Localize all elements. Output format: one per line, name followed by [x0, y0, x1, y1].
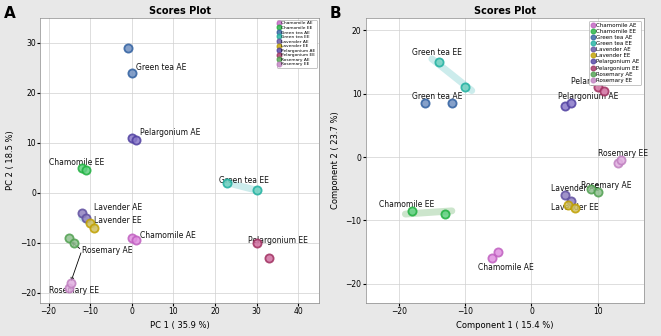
Point	[264, 255, 274, 260]
X-axis label: Component 1 ( 15.4 %): Component 1 ( 15.4 %)	[456, 322, 554, 330]
Point	[64, 285, 75, 290]
Text: Rosemary EE: Rosemary EE	[49, 286, 98, 295]
Title: Scores Plot: Scores Plot	[474, 6, 536, 15]
Text: Green tea AE: Green tea AE	[136, 63, 186, 72]
Point	[599, 88, 609, 93]
Text: A: A	[4, 6, 16, 21]
Text: Green tea EE: Green tea EE	[219, 176, 269, 185]
Text: Chamomile AE: Chamomile AE	[479, 263, 534, 272]
Legend: Chamomile AE, Chamomile EE, Green tea AE, Green tea EE, Lavender AE, Lavender EE: Chamomile AE, Chamomile EE, Green tea AE…	[590, 20, 641, 85]
Text: Pelargonium EE: Pelargonium EE	[571, 77, 631, 86]
Text: Lavender EE: Lavender EE	[95, 216, 142, 225]
Point	[68, 240, 79, 245]
Point	[407, 208, 417, 214]
Point	[447, 100, 457, 106]
Text: Chamomile EE: Chamomile EE	[49, 158, 104, 167]
Text: Green tea AE: Green tea AE	[412, 92, 463, 101]
Point	[613, 161, 623, 166]
Text: Pelargonium AE: Pelargonium AE	[140, 128, 200, 137]
Text: Lavender AE: Lavender AE	[551, 184, 600, 193]
X-axis label: PC 1 ( 35.9 %): PC 1 ( 35.9 %)	[150, 322, 210, 330]
Point	[66, 280, 77, 285]
Point	[420, 100, 430, 106]
Point	[64, 235, 75, 241]
Point	[126, 135, 137, 140]
Point	[126, 235, 137, 241]
Text: Chamomile EE: Chamomile EE	[379, 200, 434, 209]
Point	[586, 186, 596, 192]
Text: Green tea EE: Green tea EE	[412, 48, 462, 57]
Point	[89, 225, 100, 230]
Point	[81, 168, 91, 173]
Point	[85, 220, 95, 225]
Point	[566, 100, 576, 106]
Point	[251, 187, 262, 193]
Point	[77, 165, 87, 170]
Point	[616, 158, 627, 163]
Point	[251, 240, 262, 245]
Point	[433, 59, 444, 65]
Point	[563, 202, 573, 207]
Point	[126, 70, 137, 75]
Point	[77, 210, 87, 215]
Point	[559, 104, 570, 109]
Y-axis label: Component 2 ( 23.7 %): Component 2 ( 23.7 %)	[331, 111, 340, 209]
Text: Lavender AE: Lavender AE	[95, 203, 143, 212]
Point	[131, 137, 141, 143]
Point	[460, 85, 471, 90]
Point	[81, 215, 91, 220]
Text: Pelargonium EE: Pelargonium EE	[249, 236, 308, 245]
Text: Chamomile AE: Chamomile AE	[140, 231, 196, 240]
Point	[592, 85, 603, 90]
Point	[131, 238, 141, 243]
Legend: Chamomile AE, Chamomile EE, Green tea AE, Green tea EE, Lavender AE, Lavender EE: Chamomile AE, Chamomile EE, Green tea AE…	[277, 20, 317, 68]
Text: Rosemary EE: Rosemary EE	[598, 150, 648, 158]
Y-axis label: PC 2 ( 18.5 %): PC 2 ( 18.5 %)	[5, 130, 15, 190]
Text: B: B	[329, 6, 341, 21]
Point	[592, 189, 603, 195]
Point	[440, 211, 451, 217]
Point	[566, 199, 576, 204]
Text: Rosemary AE: Rosemary AE	[581, 181, 632, 190]
Point	[559, 193, 570, 198]
Point	[493, 249, 504, 255]
Text: Lavender EE: Lavender EE	[551, 203, 599, 212]
Point	[222, 180, 233, 185]
Text: Rosemary AE: Rosemary AE	[82, 246, 132, 255]
Point	[122, 45, 133, 50]
Text: Pelargonium AE: Pelargonium AE	[558, 92, 619, 101]
Title: Scores Plot: Scores Plot	[149, 6, 211, 15]
Point	[569, 205, 580, 210]
Point	[486, 256, 497, 261]
